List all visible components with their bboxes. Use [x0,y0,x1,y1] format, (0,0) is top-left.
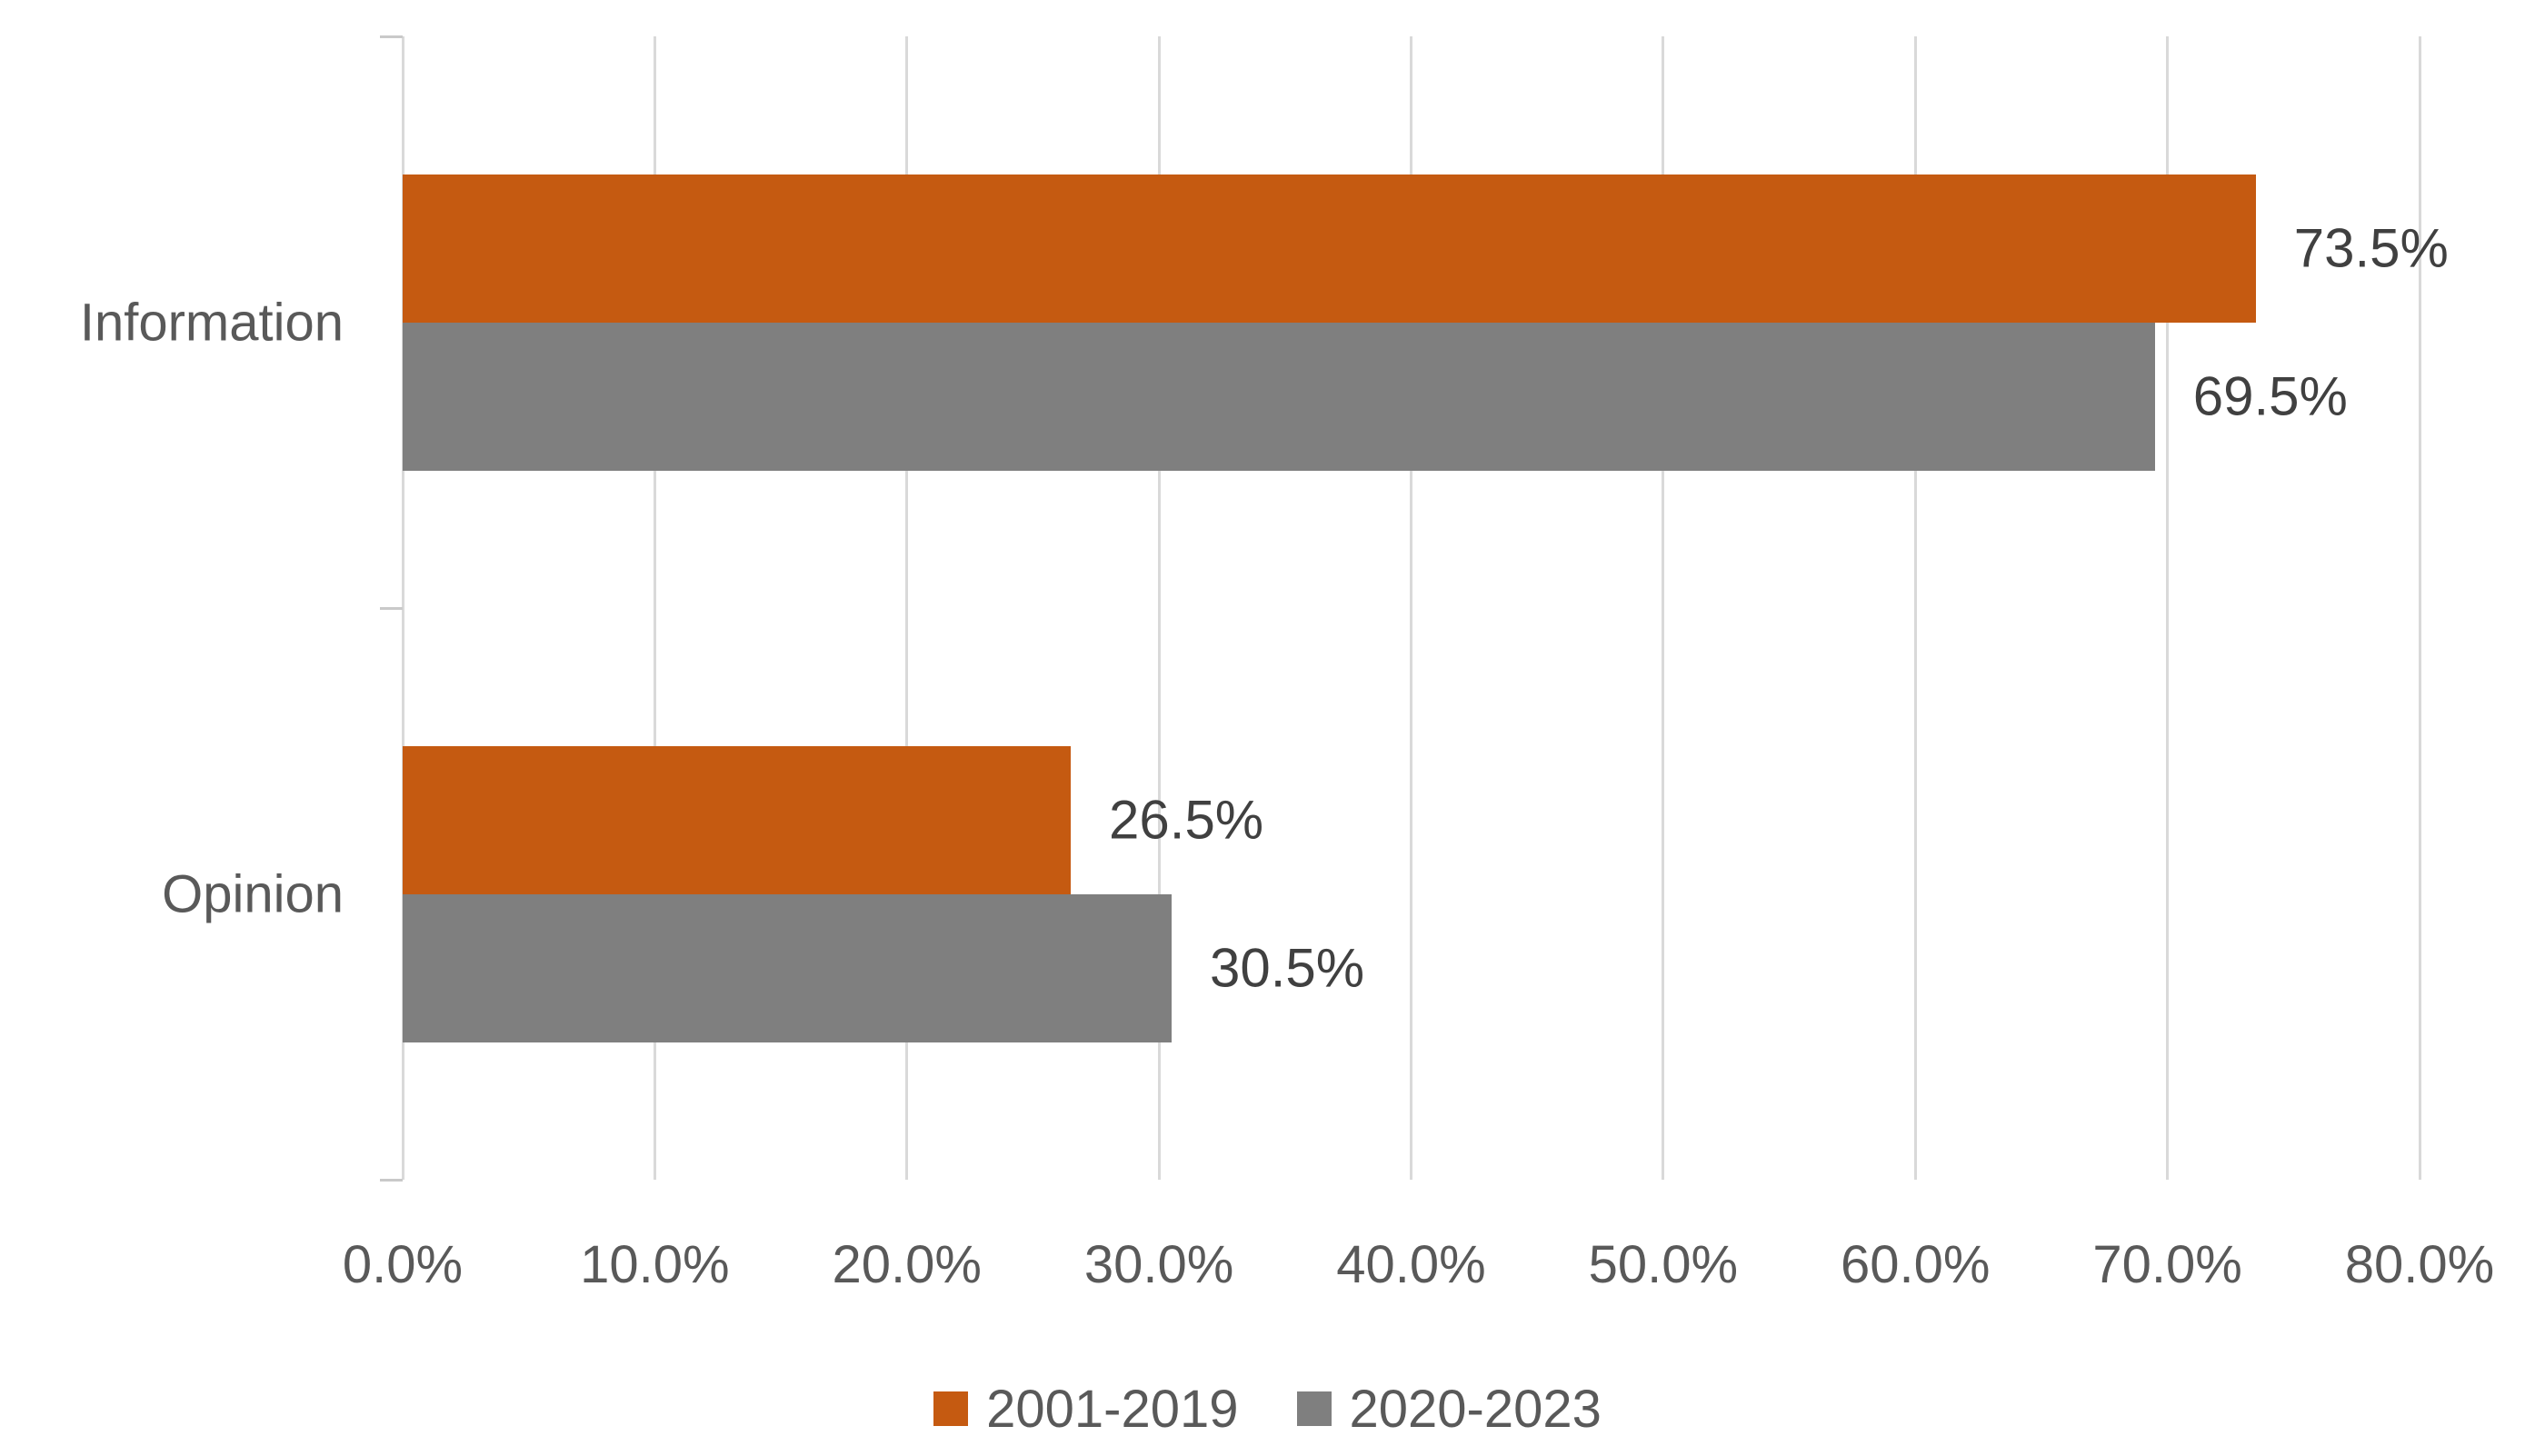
data-label: 30.5% [1209,937,1365,999]
gridline [2418,36,2421,1180]
x-axis-tick-label: 50.0% [1588,1235,1739,1294]
data-label: 26.5% [1109,789,1264,851]
category-axis-tick [380,35,403,38]
gridline [1913,36,1917,1180]
bar-information-2001-2019 [403,174,2256,323]
data-label: 69.5% [2192,365,2348,427]
gridline [905,36,909,1180]
gridline [1157,36,1161,1180]
legend-item-label: 2020-2023 [1349,1379,1602,1439]
x-axis-tick-label: 70.0% [2092,1235,2242,1294]
x-axis-tick-label: 20.0% [832,1235,982,1294]
legend-swatch-2020-2023-icon [1296,1391,1332,1426]
legend-item-2020-2023: 2020-2023 [1296,1379,1602,1440]
x-axis-tick-label: 10.0% [580,1235,730,1294]
x-axis-tick-label: 0.0% [342,1235,464,1294]
gridline [1662,36,1665,1180]
category-axis-tick [380,1178,403,1182]
plot-area: 73.5% 69.5% 26.5% 30.5% [380,35,2449,1182]
gridline [1410,36,1412,1180]
legend-item-label: 2001-2019 [986,1379,1239,1439]
bar-opinion-2020-2023 [403,893,1172,1042]
legend-item-2001-2019: 2001-2019 [933,1379,1239,1440]
legend: 2001-2019 2020-2023 [0,1374,2535,1443]
bar-information-2020-2023 [403,322,2155,471]
category-label: Information [79,293,344,352]
data-label: 73.5% [2293,217,2449,279]
category-axis-tick [380,606,403,610]
x-axis-tick-label: 60.0% [1841,1235,1991,1294]
x-axis-tick-label: 30.0% [1083,1235,1234,1294]
value-axis-line [401,36,404,1180]
legend-swatch-2001-2019-icon [933,1391,969,1426]
bar-opinion-2001-2019 [403,745,1072,894]
gridline [2166,36,2170,1180]
x-axis-tick-label: 40.0% [1336,1235,1486,1294]
gridline [653,36,656,1180]
category-label: Opinion [162,864,344,923]
x-axis-tick-label: 80.0% [2344,1235,2495,1294]
